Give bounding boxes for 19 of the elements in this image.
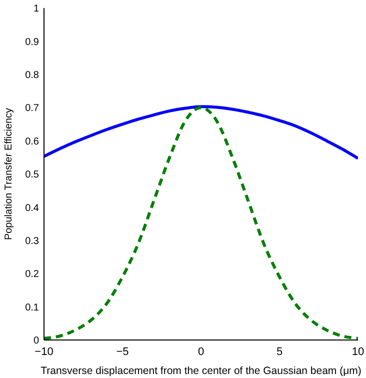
y-tick-label: 0.2 bbox=[25, 269, 40, 280]
x-tick-label: 10 bbox=[352, 346, 364, 358]
y-tick-label: 0.5 bbox=[25, 170, 40, 181]
y-tick-label: 1 bbox=[33, 4, 40, 15]
line-series bbox=[44, 105, 358, 160]
y-tick-label: 0.1 bbox=[25, 302, 40, 314]
y-tick-label: 0.7 bbox=[25, 103, 40, 114]
x-axis-title: Transverse displacement from the center of the Gaussian beam (μm) bbox=[40, 365, 362, 377]
y-tick-label: 0 bbox=[33, 336, 40, 347]
x-tick-label: −5 bbox=[116, 346, 129, 358]
x-tick-label: −10 bbox=[34, 346, 54, 358]
x-tick-label: 5 bbox=[276, 346, 283, 358]
y-tick-label: 0.6 bbox=[25, 136, 40, 148]
y-tick-label: 0.3 bbox=[25, 236, 40, 247]
y-tick-label: 0.8 bbox=[25, 70, 40, 81]
x-tick-label: 0 bbox=[198, 346, 204, 358]
y-tick-label: 0.4 bbox=[25, 202, 40, 214]
y-axis-title: Population Transfer Efficiency bbox=[4, 108, 15, 240]
y-tick-label: 0.9 bbox=[25, 36, 40, 48]
